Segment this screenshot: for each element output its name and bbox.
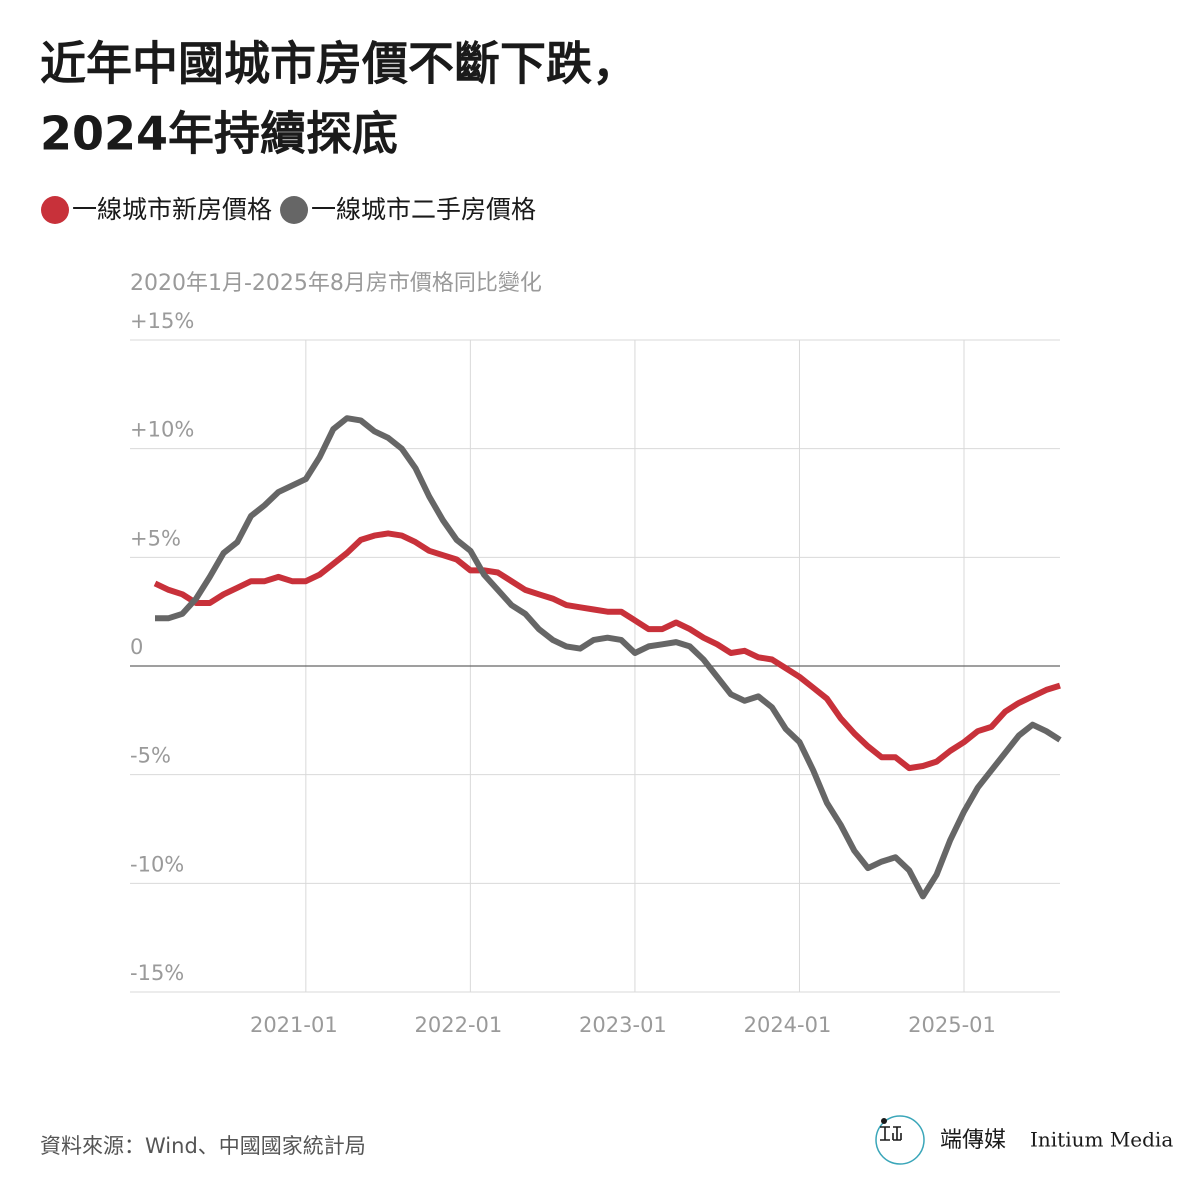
line-series [155, 415, 1062, 900]
y-tick-label: -15% [130, 961, 184, 985]
legend-swatch [41, 196, 69, 224]
x-tick-label: 2022-01 [415, 1013, 503, 1037]
x-tick-label: 2025-01 [908, 1013, 996, 1037]
x-tick-label: 2021-01 [250, 1013, 338, 1037]
brand-name-en: Initium Media [1030, 1128, 1173, 1152]
logo: 端傳媒 Initium Media [875, 1115, 1173, 1165]
line-series [153, 530, 1061, 772]
y-tick-label: +5% [130, 526, 181, 550]
legend-label: 一線城市二手房價格 [311, 195, 536, 224]
chart-subtitle: 2020年1月-2025年8月房市價格同比變化 [130, 271, 542, 296]
legend-swatch [280, 196, 309, 224]
x-tick-label: 2023-01 [579, 1013, 667, 1037]
chart-title: 2024年持續探底 [40, 107, 398, 161]
y-tick-label: -10% [130, 852, 184, 876]
brand-name: 端傳媒 [940, 1128, 1006, 1153]
y-tick-label: 0 [130, 635, 143, 659]
logo-glyph [880, 1126, 902, 1141]
y-tick-label: +10% [130, 418, 194, 442]
source-note: 資料來源：Wind、中國國家統計局 [40, 1134, 366, 1158]
logo-ring [875, 1115, 925, 1165]
y-tick-label: +15% [130, 309, 194, 333]
y-tick-label: -5% [130, 744, 171, 768]
chart-title: 近年中國城市房價不斷下跌， [40, 37, 638, 91]
x-tick-label: 2024-01 [744, 1013, 832, 1037]
legend-label: 一線城市新房價格 [72, 195, 272, 224]
logo-dot [881, 1118, 887, 1124]
